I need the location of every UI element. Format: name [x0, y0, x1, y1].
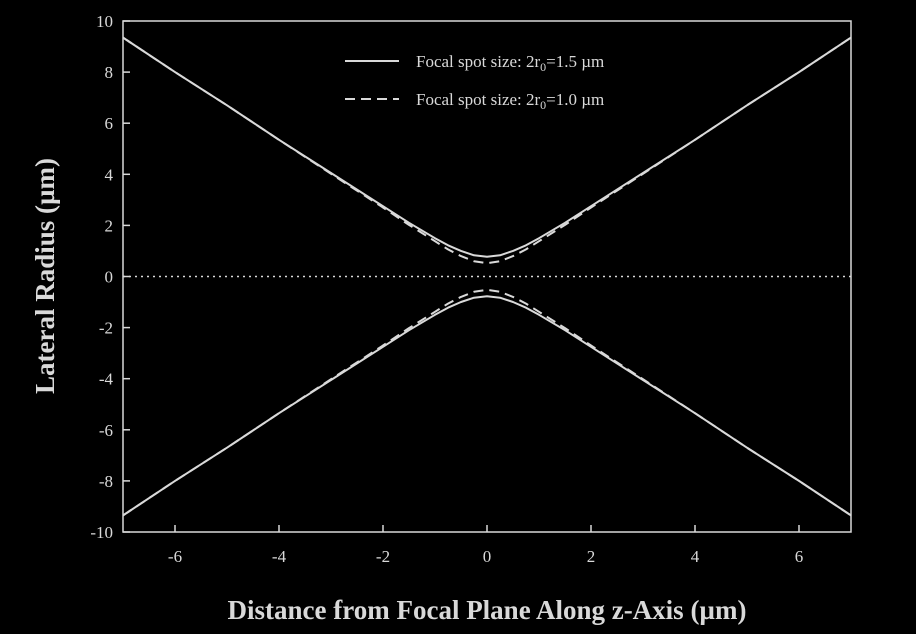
y-tick-label: 2	[105, 216, 114, 235]
y-axis-ticks: -10 -8 -6 -4 -2 0 2 4 6 8 10	[90, 12, 130, 542]
series-1-lower-branch	[122, 295, 852, 517]
x-tick-label: -4	[272, 547, 287, 566]
x-tick-label: -2	[376, 547, 390, 566]
y-tick-label: -2	[99, 319, 113, 338]
y-tick-label: -8	[99, 472, 113, 491]
x-axis-title: Distance from Focal Plane Along z-Axis (…	[228, 595, 747, 625]
y-tick-label: 6	[105, 114, 114, 133]
legend: Focal spot size: 2r0=1.5 µm Focal spot s…	[345, 52, 604, 112]
x-tick-label: 0	[483, 547, 492, 566]
y-axis-title: Lateral Radius (µm)	[30, 158, 60, 394]
series-layer	[122, 36, 852, 517]
series-2-lower-branch	[122, 288, 852, 517]
series-2-upper-branch	[122, 36, 852, 265]
y-tick-label: 10	[96, 12, 113, 31]
x-tick-label: 2	[587, 547, 596, 566]
y-tick-label: -10	[90, 523, 113, 542]
x-tick-label: 4	[691, 547, 700, 566]
y-tick-label: 8	[105, 63, 114, 82]
x-tick-label: -6	[168, 547, 182, 566]
x-tick-label: 6	[795, 547, 804, 566]
y-tick-label: 4	[105, 165, 114, 184]
y-tick-label: -4	[99, 370, 114, 389]
y-tick-label: -6	[99, 421, 113, 440]
legend-label-series-1: Focal spot size: 2r0=1.5 µm	[416, 52, 604, 74]
legend-label-series-2: Focal spot size: 2r0=1.0 µm	[416, 90, 604, 112]
y-tick-label: 0	[105, 268, 114, 287]
x-axis-ticks: -6 -4 -2 0 2 4 6	[168, 525, 803, 566]
